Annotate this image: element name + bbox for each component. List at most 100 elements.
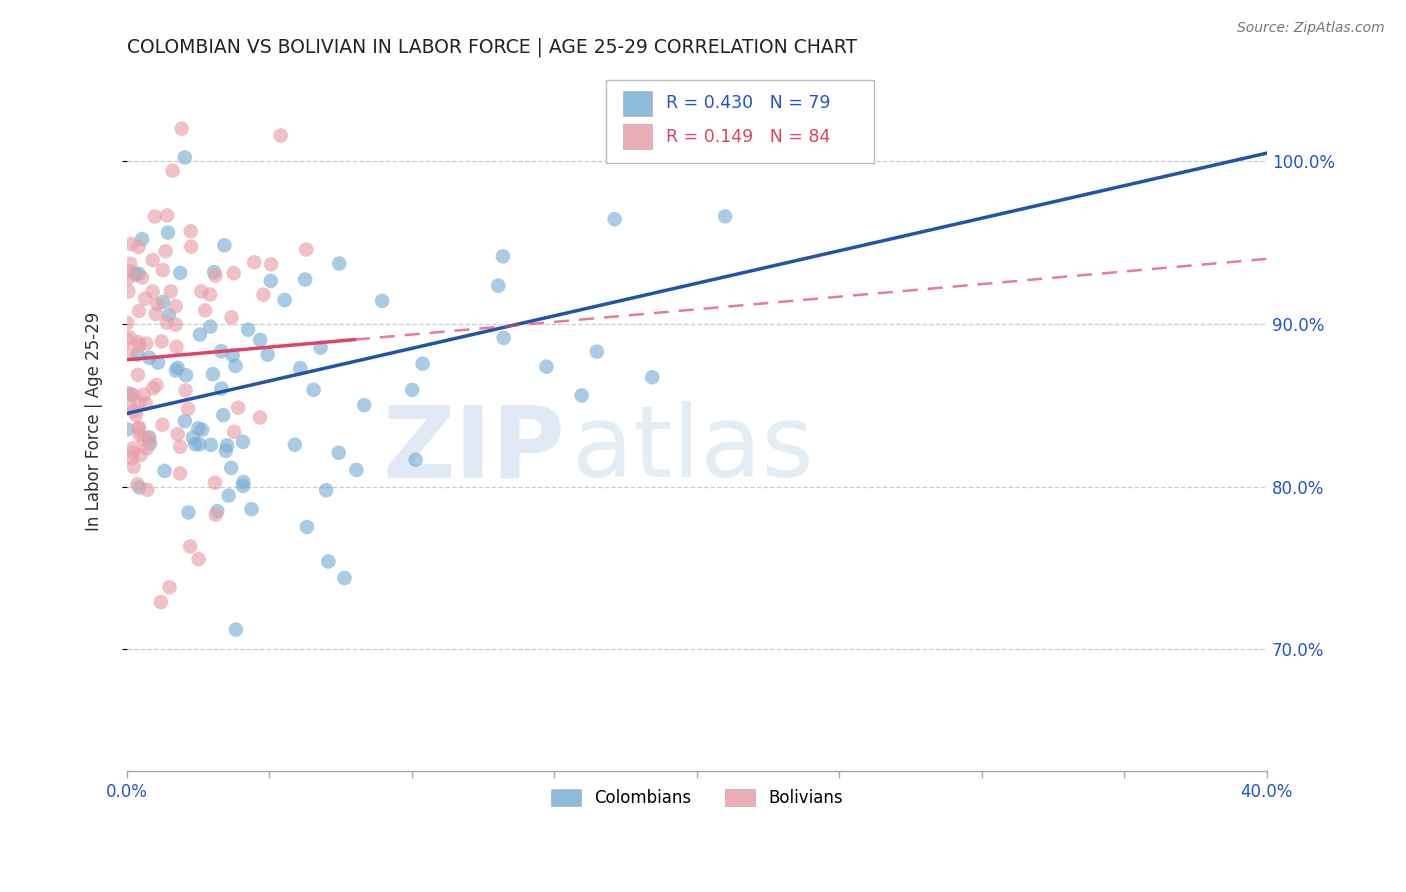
Point <box>284 438 307 452</box>
Point <box>155 316 177 330</box>
Point <box>270 128 292 143</box>
Point <box>212 408 235 422</box>
FancyBboxPatch shape <box>606 80 873 162</box>
Point <box>124 268 146 282</box>
Point <box>165 318 187 332</box>
Point <box>118 346 141 360</box>
Point <box>134 292 156 306</box>
Point <box>150 417 173 432</box>
Point <box>217 438 239 452</box>
Point <box>603 212 626 227</box>
Point <box>128 480 150 494</box>
Point <box>135 396 157 410</box>
Point <box>249 333 271 347</box>
Point <box>236 323 259 337</box>
Point <box>173 150 195 164</box>
Point <box>117 271 139 285</box>
Point <box>120 387 142 401</box>
Point <box>135 442 157 456</box>
Point <box>128 335 150 350</box>
Point <box>153 464 176 478</box>
Point <box>188 327 211 342</box>
Point <box>149 595 172 609</box>
Text: atlas: atlas <box>571 401 813 498</box>
Text: R = 0.149   N = 84: R = 0.149 N = 84 <box>666 128 831 145</box>
Point <box>177 505 200 519</box>
Point <box>139 436 162 450</box>
Point <box>157 580 180 594</box>
Point <box>159 285 181 299</box>
Point <box>492 331 515 345</box>
Point <box>273 293 295 307</box>
Point <box>232 479 254 493</box>
Point <box>128 304 150 318</box>
Point <box>221 348 243 362</box>
Point <box>309 341 332 355</box>
Point <box>145 307 167 321</box>
Text: R = 0.430   N = 79: R = 0.430 N = 79 <box>666 95 831 112</box>
Point <box>152 263 174 277</box>
Point <box>290 361 312 376</box>
Point <box>129 448 152 462</box>
Point <box>405 452 427 467</box>
Point <box>207 504 229 518</box>
Point <box>117 316 139 330</box>
Point <box>165 340 187 354</box>
Point <box>201 367 224 381</box>
Point <box>180 224 202 238</box>
Point <box>249 410 271 425</box>
Point <box>204 508 226 522</box>
Point <box>328 256 350 270</box>
Point <box>200 319 222 334</box>
Point <box>128 420 150 434</box>
Point <box>118 330 141 344</box>
Point <box>221 310 243 325</box>
Point <box>128 338 150 352</box>
Point <box>204 475 226 490</box>
Point <box>132 433 155 447</box>
Point <box>302 383 325 397</box>
Point <box>132 388 155 402</box>
Point <box>146 297 169 311</box>
Point <box>187 421 209 435</box>
Point <box>187 552 209 566</box>
Point <box>232 475 254 489</box>
Point <box>165 363 187 377</box>
Point <box>142 253 165 268</box>
Point <box>138 430 160 444</box>
Point <box>232 434 254 449</box>
Point <box>218 489 240 503</box>
Point <box>120 257 142 271</box>
Point <box>127 421 149 435</box>
Point <box>190 285 212 299</box>
Point <box>240 502 263 516</box>
Point <box>225 359 247 373</box>
Point <box>138 432 160 446</box>
Point <box>115 422 138 436</box>
Point <box>150 334 173 349</box>
Point <box>188 437 211 451</box>
Point <box>222 266 245 280</box>
Point <box>209 382 232 396</box>
Point <box>169 467 191 481</box>
Point <box>194 303 217 318</box>
Point <box>353 398 375 412</box>
Point <box>170 121 193 136</box>
Point <box>145 378 167 392</box>
Text: Source: ZipAtlas.com: Source: ZipAtlas.com <box>1237 21 1385 35</box>
Point <box>225 623 247 637</box>
Point <box>215 443 238 458</box>
Point <box>131 270 153 285</box>
Text: COLOMBIAN VS BOLIVIAN IN LABOR FORCE | AGE 25-29 CORRELATION CHART: COLOMBIAN VS BOLIVIAN IN LABOR FORCE | A… <box>127 37 858 57</box>
Point <box>122 445 145 459</box>
Y-axis label: In Labor Force | Age 25-29: In Labor Force | Age 25-29 <box>86 312 103 532</box>
Point <box>252 287 274 301</box>
Point <box>371 293 394 308</box>
Point <box>295 520 318 534</box>
Point <box>315 483 337 498</box>
Point <box>138 351 160 365</box>
Point <box>162 163 184 178</box>
Point <box>131 232 153 246</box>
Point <box>128 267 150 281</box>
Point <box>295 243 318 257</box>
